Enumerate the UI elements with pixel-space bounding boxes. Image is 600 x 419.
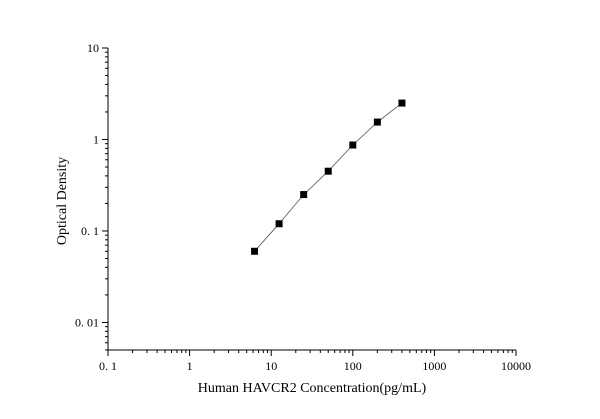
y-tick-label: 10 — [87, 41, 99, 55]
data-point — [373, 118, 381, 126]
x-axis-title: Human HAVCR2 Concentration(pg/mL) — [198, 381, 427, 396]
x-tick-label: 1000 — [422, 359, 446, 373]
x-tick-label: 1 — [187, 359, 193, 373]
x-tick-label: 0. 1 — [99, 359, 117, 373]
x-tick-label: 10000 — [501, 359, 531, 373]
y-tick-label: 1 — [93, 132, 99, 146]
x-tick-label: 100 — [344, 359, 362, 373]
ticks: 0. 1 1 10 100 1000 10000 0. 01 0. 1 1 10 — [75, 41, 531, 373]
data-point — [251, 247, 259, 255]
axes — [107, 48, 516, 351]
plot-area — [251, 99, 406, 255]
y-axis-title: Optical Density — [55, 157, 70, 245]
data-point — [275, 220, 283, 228]
x-tick-label: 10 — [265, 359, 277, 373]
y-tick-label: 0. 01 — [75, 315, 99, 329]
data-point — [324, 167, 332, 175]
data-point — [349, 141, 357, 149]
data-point — [398, 99, 406, 107]
data-point — [300, 191, 308, 199]
y-tick-label: 0. 1 — [81, 224, 99, 238]
